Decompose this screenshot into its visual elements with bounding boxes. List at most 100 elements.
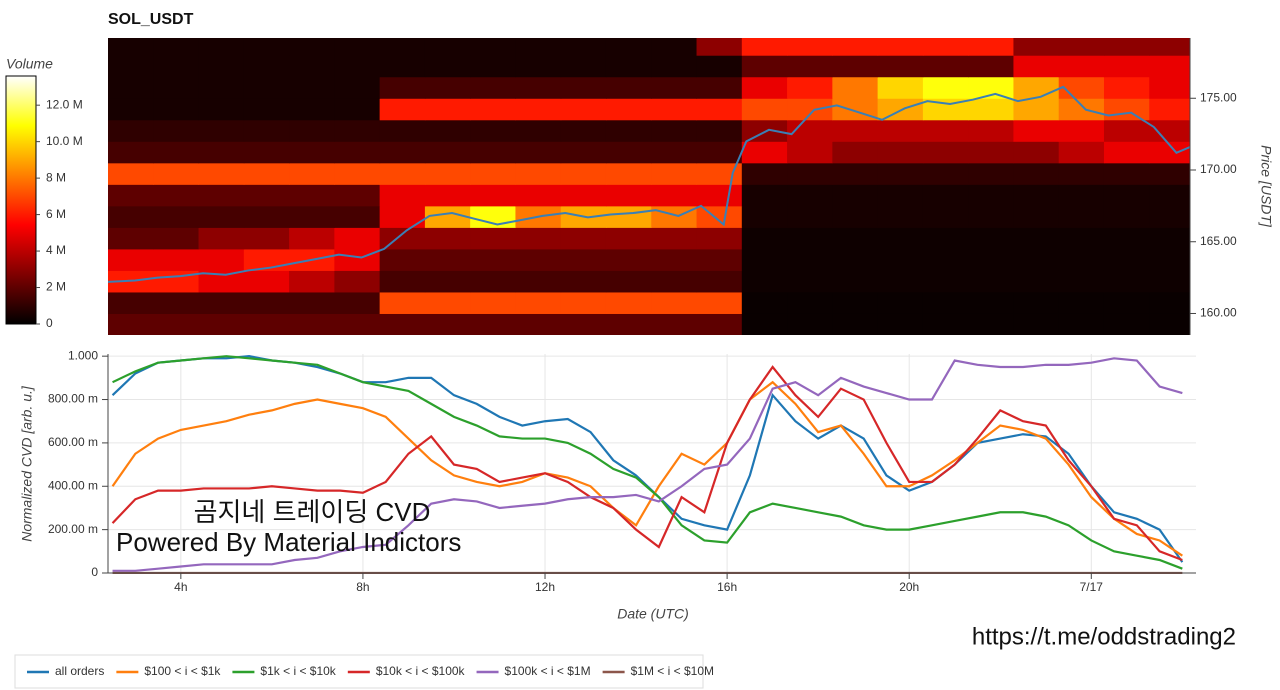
- heat-cell: [289, 98, 335, 121]
- heat-cell: [243, 184, 290, 207]
- heat-cell: [968, 205, 1014, 228]
- heat-cell: [968, 55, 1014, 78]
- heat-cell: [108, 119, 154, 142]
- heat-cell: [470, 76, 516, 99]
- heat-cell: [243, 205, 290, 228]
- heat-cell: [1058, 98, 1105, 121]
- heat-cell: [243, 38, 290, 56]
- heat-cell: [560, 248, 607, 271]
- heat-cell: [560, 227, 607, 250]
- heat-cell: [605, 248, 652, 271]
- heat-cell: [1149, 313, 1190, 335]
- heat-cell: [198, 98, 245, 121]
- heat-cell: [243, 141, 290, 164]
- heat-cell: [198, 291, 245, 314]
- heat-cell: [741, 55, 788, 78]
- y-tick-label: 200.00 m: [48, 522, 98, 536]
- heat-cell: [515, 162, 562, 185]
- heat-cell: [424, 141, 471, 164]
- heat-cell: [696, 119, 743, 142]
- heat-cell: [1149, 248, 1190, 271]
- heat-cell: [877, 38, 924, 56]
- heat-cell: [1013, 184, 1060, 207]
- heat-cell: [605, 162, 652, 185]
- heat-cell: [243, 76, 290, 99]
- heat-cell: [696, 313, 743, 335]
- heat-cell: [424, 270, 471, 293]
- heat-cell: [1103, 38, 1150, 56]
- heat-cell: [153, 313, 200, 335]
- heat-cell: [1013, 205, 1060, 228]
- colorbar-tick-label: 6 M: [46, 207, 66, 221]
- heat-cell: [379, 291, 426, 314]
- heat-cell: [922, 162, 969, 185]
- heat-cell: [651, 205, 698, 228]
- heat-cell: [787, 184, 833, 207]
- x-axis-label: Date (UTC): [617, 606, 689, 622]
- y-tick-label: 0: [91, 565, 98, 579]
- heat-cell: [968, 184, 1014, 207]
- heat-cell: [741, 184, 788, 207]
- heat-cell: [832, 141, 879, 164]
- heat-cell: [1058, 227, 1105, 250]
- heat-cell: [696, 248, 743, 271]
- heat-cell: [832, 313, 879, 335]
- heat-cell: [832, 205, 879, 228]
- heat-cell: [877, 270, 924, 293]
- heat-cell: [515, 291, 562, 314]
- heat-cell: [243, 119, 290, 142]
- heat-cell: [198, 55, 245, 78]
- heat-cell: [198, 162, 245, 185]
- heat-cell: [1149, 76, 1190, 99]
- heat-cell: [1013, 313, 1060, 335]
- heat-cell: [651, 76, 698, 99]
- heat-cell: [787, 38, 833, 56]
- heat-cell: [289, 291, 335, 314]
- heat-cell: [968, 248, 1014, 271]
- heat-cell: [334, 227, 381, 250]
- heat-cell: [560, 313, 607, 335]
- heat-cell: [651, 291, 698, 314]
- heat-cell: [289, 184, 335, 207]
- heat-cell: [922, 98, 969, 121]
- heat-cell: [877, 162, 924, 185]
- heat-cell: [243, 227, 290, 250]
- heat-cell: [741, 313, 788, 335]
- heat-cell: [922, 227, 969, 250]
- heat-cell: [696, 205, 743, 228]
- heat-cell: [560, 38, 607, 56]
- heat-cell: [334, 184, 381, 207]
- heat-cell: [153, 55, 200, 78]
- heat-cell: [515, 38, 562, 56]
- heat-cell: [605, 313, 652, 335]
- heat-cell: [1103, 55, 1150, 78]
- heat-cell: [605, 184, 652, 207]
- heat-cell: [741, 205, 788, 228]
- heat-cell: [470, 55, 516, 78]
- heat-cell: [922, 184, 969, 207]
- colorbar-title: Volume: [6, 56, 53, 72]
- heat-cell: [515, 313, 562, 335]
- heat-cell: [922, 313, 969, 335]
- heat-cell: [153, 119, 200, 142]
- heat-cell: [1149, 291, 1190, 314]
- heat-cell: [198, 227, 245, 250]
- heat-cell: [289, 119, 335, 142]
- heat-cell: [379, 141, 426, 164]
- heat-cell: [1013, 98, 1060, 121]
- heat-cell: [424, 55, 471, 78]
- heat-cell: [470, 141, 516, 164]
- heat-cell: [741, 119, 788, 142]
- heat-cell: [787, 313, 833, 335]
- heat-cell: [787, 205, 833, 228]
- heat-cell: [922, 38, 969, 56]
- heat-cell: [968, 162, 1014, 185]
- heat-cell: [334, 205, 381, 228]
- x-tick-label: 12h: [535, 580, 555, 594]
- x-tick-label: 7/17: [1080, 580, 1104, 594]
- heat-cell: [922, 291, 969, 314]
- heat-cell: [605, 55, 652, 78]
- heat-cell: [153, 76, 200, 99]
- heat-cell: [877, 205, 924, 228]
- heat-cell: [787, 141, 833, 164]
